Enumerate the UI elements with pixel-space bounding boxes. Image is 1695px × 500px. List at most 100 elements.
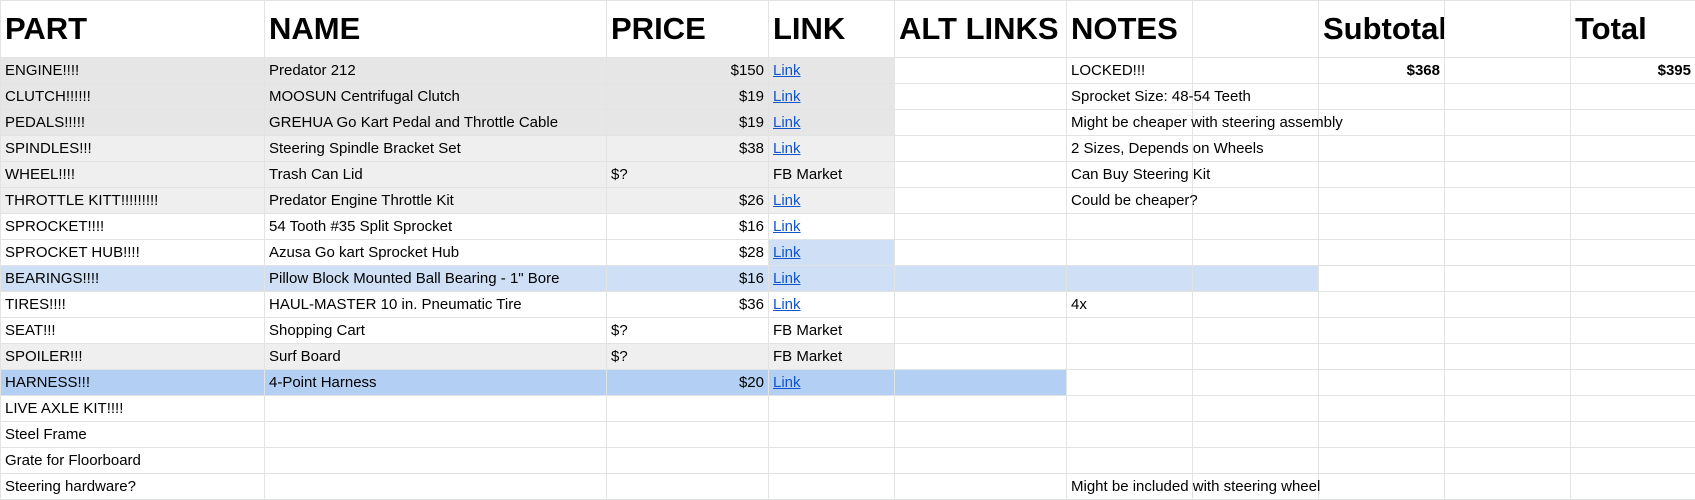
cell-part[interactable]: PEDALS!!!!! [1, 110, 265, 136]
cell-notes[interactable]: 4x [1067, 292, 1193, 318]
cell-empty[interactable] [1193, 344, 1319, 370]
cell-link[interactable]: Link [769, 136, 895, 162]
cell-total[interactable] [1571, 214, 1695, 240]
cell-notes[interactable] [1067, 448, 1193, 474]
cell-name[interactable]: HAUL-MASTER 10 in. Pneumatic Tire [265, 292, 607, 318]
cell-empty[interactable] [1445, 136, 1571, 162]
link[interactable]: Link [773, 62, 801, 79]
cell-price[interactable] [607, 474, 769, 500]
cell-empty[interactable] [1193, 240, 1319, 266]
cell-total[interactable] [1571, 448, 1695, 474]
header-link[interactable]: LINK [769, 1, 895, 58]
cell-part[interactable]: Steel Frame [1, 422, 265, 448]
cell-empty[interactable] [1445, 84, 1571, 110]
cell-part[interactable]: CLUTCH!!!!!! [1, 84, 265, 110]
cell-total[interactable] [1571, 292, 1695, 318]
cell-subtotal[interactable] [1319, 266, 1445, 292]
header-alt-links[interactable]: ALT LINKS [895, 1, 1067, 58]
cell-link[interactable]: FB Market [769, 318, 895, 344]
cell-price[interactable]: $? [607, 344, 769, 370]
cell-total[interactable] [1571, 370, 1695, 396]
header-part[interactable]: PART [1, 1, 265, 58]
cell-alt-links[interactable] [895, 266, 1067, 292]
cell-total[interactable] [1571, 110, 1695, 136]
cell-subtotal[interactable] [1319, 292, 1445, 318]
cell-name[interactable]: Predator 212 [265, 58, 607, 84]
cell-name[interactable]: Azusa Go kart Sprocket Hub [265, 240, 607, 266]
cell-name[interactable]: Surf Board [265, 344, 607, 370]
cell-total[interactable] [1571, 136, 1695, 162]
cell-part[interactable]: HARNESS!!! [1, 370, 265, 396]
cell-name[interactable]: GREHUA Go Kart Pedal and Throttle Cable [265, 110, 607, 136]
cell-total[interactable] [1571, 240, 1695, 266]
cell-notes[interactable] [1067, 344, 1193, 370]
link[interactable]: Link [773, 192, 801, 209]
cell-subtotal[interactable]: $368 [1319, 58, 1445, 84]
cell-link[interactable]: Link [769, 84, 895, 110]
cell-notes[interactable] [1067, 318, 1193, 344]
cell-price[interactable]: $? [607, 162, 769, 188]
cell-name[interactable] [265, 396, 607, 422]
cell-alt-links[interactable] [895, 474, 1067, 500]
link[interactable]: Link [773, 218, 801, 235]
cell-part[interactable]: Grate for Floorboard [1, 448, 265, 474]
cell-notes[interactable]: LOCKED!!! [1067, 58, 1193, 84]
cell-total[interactable] [1571, 266, 1695, 292]
cell-price[interactable]: $36 [607, 292, 769, 318]
cell-part[interactable]: TIRES!!!! [1, 292, 265, 318]
header-notes[interactable]: NOTES [1067, 1, 1193, 58]
cell-empty[interactable] [1445, 474, 1571, 500]
header-subtotal[interactable]: Subtotal [1319, 1, 1445, 58]
cell-notes[interactable] [1067, 266, 1193, 292]
cell-subtotal[interactable] [1319, 84, 1445, 110]
cell-total[interactable] [1571, 344, 1695, 370]
cell-part[interactable]: SPINDLES!!! [1, 136, 265, 162]
cell-price[interactable]: $20 [607, 370, 769, 396]
cell-subtotal[interactable] [1319, 344, 1445, 370]
cell-notes[interactable]: Might be cheaper with steering assembly [1067, 110, 1193, 136]
cell-notes[interactable] [1067, 240, 1193, 266]
cell-link[interactable]: FB Market [769, 344, 895, 370]
cell-empty[interactable] [1193, 448, 1319, 474]
link[interactable]: Link [773, 88, 801, 105]
cell-empty[interactable] [1193, 318, 1319, 344]
cell-notes[interactable]: Sprocket Size: 48-54 Teeth [1067, 84, 1193, 110]
cell-alt-links[interactable] [895, 162, 1067, 188]
cell-price[interactable]: $150 [607, 58, 769, 84]
cell-empty[interactable] [1193, 396, 1319, 422]
link[interactable]: Link [773, 244, 801, 261]
cell-empty[interactable] [1445, 422, 1571, 448]
cell-alt-links[interactable] [895, 58, 1067, 84]
link[interactable]: Link [773, 296, 801, 313]
cell-part[interactable]: ENGINE!!!! [1, 58, 265, 84]
cell-subtotal[interactable] [1319, 318, 1445, 344]
cell-empty[interactable] [1445, 188, 1571, 214]
cell-empty[interactable] [1193, 266, 1319, 292]
cell-empty[interactable] [1445, 240, 1571, 266]
cell-price[interactable]: $28 [607, 240, 769, 266]
cell-name[interactable]: 4-Point Harness [265, 370, 607, 396]
cell-empty[interactable] [1445, 344, 1571, 370]
cell-subtotal[interactable] [1319, 474, 1445, 500]
cell-link[interactable] [769, 474, 895, 500]
cell-name[interactable]: MOOSUN Centrifugal Clutch [265, 84, 607, 110]
cell-alt-links[interactable] [895, 344, 1067, 370]
cell-total[interactable] [1571, 318, 1695, 344]
cell-subtotal[interactable] [1319, 370, 1445, 396]
cell-price[interactable] [607, 396, 769, 422]
cell-empty[interactable] [1193, 188, 1319, 214]
cell-alt-links[interactable] [895, 84, 1067, 110]
cell-notes[interactable]: Might be included with steering wheel [1067, 474, 1193, 500]
cell-part[interactable]: SPOILER!!! [1, 344, 265, 370]
cell-link[interactable]: FB Market [769, 162, 895, 188]
cell-notes[interactable]: 2 Sizes, Depends on Wheels [1067, 136, 1193, 162]
cell-price[interactable]: $? [607, 318, 769, 344]
cell-alt-links[interactable] [895, 188, 1067, 214]
cell-link[interactable]: Link [769, 240, 895, 266]
cell-notes[interactable] [1067, 214, 1193, 240]
cell-empty[interactable] [1445, 396, 1571, 422]
cell-empty[interactable] [1193, 58, 1319, 84]
cell-empty[interactable] [1445, 266, 1571, 292]
cell-name[interactable]: Trash Can Lid [265, 162, 607, 188]
cell-notes[interactable]: Can Buy Steering Kit [1067, 162, 1193, 188]
